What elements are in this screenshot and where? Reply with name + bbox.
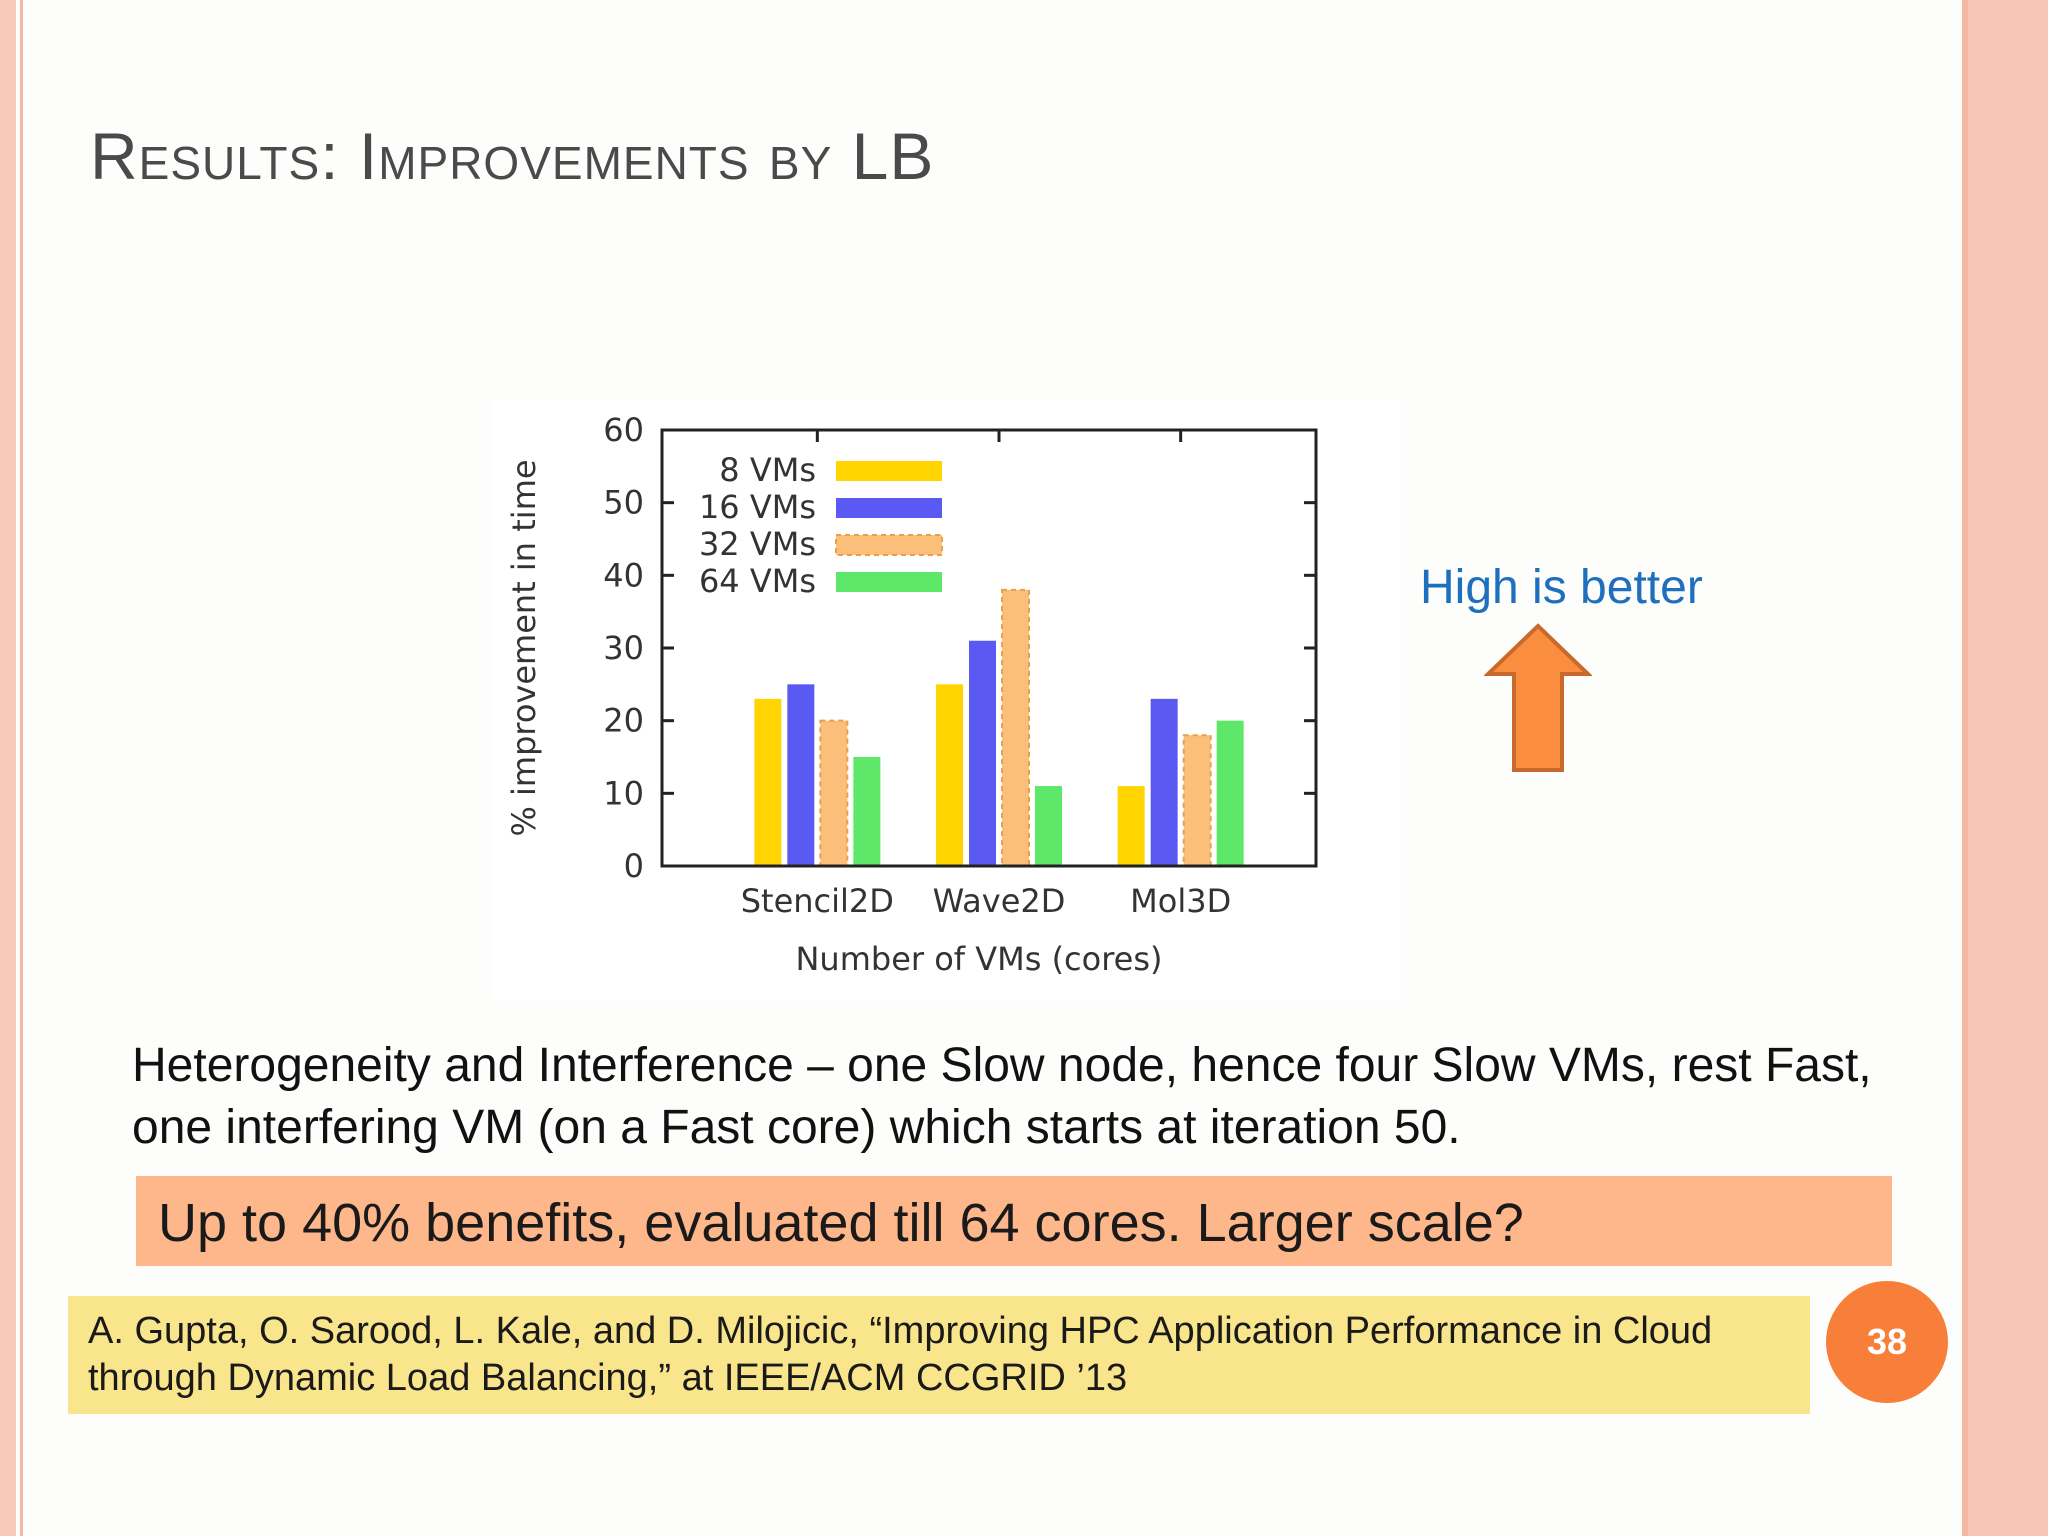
y-tick-label: 30 xyxy=(603,629,644,667)
right-border-band xyxy=(1968,0,2048,1536)
citation-box: A. Gupta, O. Sarood, L. Kale, and D. Mil… xyxy=(68,1296,1810,1414)
y-tick-label: 0 xyxy=(624,847,644,885)
legend-label: 8 VMs xyxy=(719,451,816,489)
x-tick-label: Stencil2D xyxy=(741,882,894,920)
bar-32-vms xyxy=(1001,588,1030,867)
right-border-line xyxy=(1962,0,1970,1536)
bar-8-vms xyxy=(936,684,963,866)
callout-text: Up to 40% benefits, evaluated till 64 co… xyxy=(158,1193,1524,1253)
bar-8-vms xyxy=(1117,786,1145,866)
y-tick-label: 60 xyxy=(603,411,644,449)
y-tick-label: 40 xyxy=(603,556,644,594)
chart-panel: 0 10 20 30 40 50 60 Stencil2D Wave2D Mol3D Number … xyxy=(490,400,1400,1000)
y-tick-label: 50 xyxy=(603,484,644,522)
legend-label: 16 VMs xyxy=(699,488,816,526)
legend-swatch xyxy=(835,534,943,556)
x-axis-label: Number of VMs (cores) xyxy=(795,940,1162,978)
plot-frame xyxy=(660,428,1318,868)
bar-16-vms xyxy=(969,640,996,866)
bar-64-vms xyxy=(1216,720,1244,866)
body-text: Heterogeneity and Interference – one Slo… xyxy=(132,1039,1872,1154)
bar-chart: 0 10 20 30 40 50 60 Stencil2D Wave2D Mol3D Number … xyxy=(505,411,1318,978)
left-border-band xyxy=(0,0,16,1536)
bar-64-vms xyxy=(1035,786,1062,866)
up-arrow-icon xyxy=(1484,623,1592,772)
legend-swatch xyxy=(836,572,942,592)
citation-text: A. Gupta, O. Sarood, L. Kale, and D. Mil… xyxy=(88,1310,1713,1399)
legend-swatch xyxy=(836,498,942,518)
left-border-line xyxy=(20,0,23,1536)
y-tick-label: 20 xyxy=(603,702,644,740)
high-is-better-note: High is better xyxy=(1420,561,1703,614)
legend-label: 64 VMs xyxy=(699,562,816,600)
legend-label: 32 VMs xyxy=(699,525,816,563)
bar-8-vms xyxy=(754,698,782,866)
bar-64-vms xyxy=(853,757,881,866)
x-tick-label: Mol3D xyxy=(1130,882,1231,920)
bar-16-vms xyxy=(1150,698,1178,866)
legend-swatch xyxy=(836,461,942,481)
page-number-badge: 38 xyxy=(1826,1281,1948,1403)
bar-16-vms xyxy=(787,684,815,866)
bar-32-vms xyxy=(819,719,849,867)
y-tick-label: 10 xyxy=(603,774,644,812)
benefits-callout: Up to 40% benefits, evaluated till 64 co… xyxy=(136,1176,1892,1266)
y-axis-label: % improvement in time xyxy=(505,459,543,836)
bar-32-vms xyxy=(1182,734,1212,868)
x-tick-label: Wave2D xyxy=(933,882,1066,920)
slide-title: Results: Improvements by LB xyxy=(90,119,935,193)
